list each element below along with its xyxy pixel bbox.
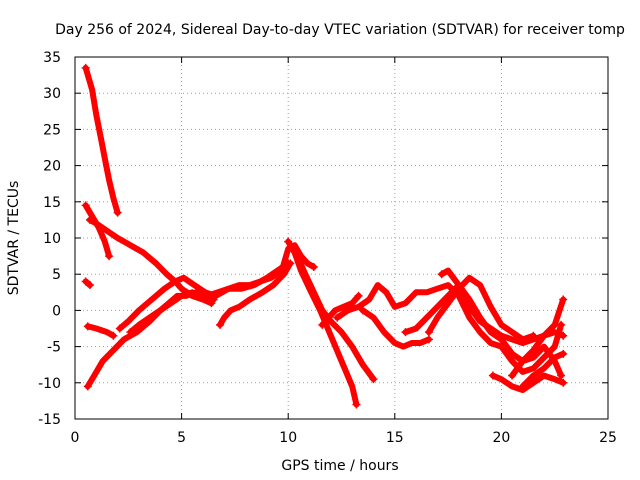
series-track-18 [489, 372, 567, 393]
series-track-19 [509, 296, 567, 379]
y-tick-label: 25 [43, 122, 61, 138]
point-marker [401, 328, 410, 337]
series-track-13 [334, 282, 565, 375]
point-marker [559, 331, 568, 340]
point-marker [559, 295, 568, 304]
y-tick-label: -15 [38, 412, 61, 428]
point-marker [358, 306, 367, 315]
point-marker [559, 378, 568, 387]
series-track-1 [82, 64, 121, 216]
x-tick-label: 15 [386, 430, 404, 446]
point-marker [354, 291, 363, 300]
point-marker [105, 252, 114, 261]
y-tick-label: 35 [43, 50, 61, 66]
point-marker [286, 259, 295, 268]
series-track-8 [127, 289, 217, 336]
series-track-20 [519, 350, 567, 390]
series-track-9 [217, 260, 294, 328]
point-marker [209, 295, 218, 304]
point-marker [81, 201, 90, 210]
chart-title: Day 256 of 2024, Sidereal Day-to-day VTE… [55, 22, 625, 38]
point-marker [284, 237, 293, 246]
point-marker [333, 313, 342, 322]
series-track-5 [84, 323, 117, 339]
point-marker [518, 382, 527, 391]
x-tick-label: 10 [279, 430, 297, 446]
point-marker [559, 349, 568, 358]
point-marker [352, 400, 361, 409]
series-track-16 [425, 274, 537, 343]
y-tick-labels: -15 -10 -5 0 5 10 15 20 25 30 35 [38, 50, 61, 428]
point-marker [215, 320, 224, 329]
point-marker [288, 244, 297, 253]
x-axis-label: GPS time / hours [281, 458, 398, 474]
point-marker [109, 331, 118, 340]
point-marker [126, 328, 135, 337]
point-marker [488, 371, 497, 380]
point-marker [85, 281, 94, 290]
point-marker [83, 322, 92, 331]
point-marker [424, 335, 433, 344]
point-marker [318, 320, 327, 329]
point-marker [115, 324, 124, 333]
y-tick-label: 15 [43, 195, 61, 211]
point-marker [81, 63, 90, 72]
x-tick-label: 20 [492, 430, 510, 446]
series-track-12 [319, 292, 362, 328]
point-marker [81, 277, 90, 286]
x-tick-label: 0 [71, 430, 80, 446]
x-tick-label: 5 [177, 430, 186, 446]
y-tick-label: -10 [38, 376, 61, 392]
y-axis-label: SDTVAR / TECUs [6, 181, 22, 296]
point-marker [557, 320, 566, 329]
y-tick-label: 30 [43, 86, 61, 102]
point-marker [424, 328, 433, 337]
series-group [81, 63, 568, 409]
y-tick-label: 20 [43, 159, 61, 175]
point-marker [557, 371, 566, 380]
y-tick-label: 5 [52, 267, 61, 283]
x-tick-labels: 0 5 10 15 20 25 [71, 430, 617, 446]
point-marker [85, 215, 94, 224]
point-marker [508, 371, 517, 380]
y-tick-label: -5 [47, 340, 61, 356]
y-tick-label: 0 [52, 303, 61, 319]
point-marker [309, 262, 318, 271]
point-marker [113, 208, 122, 217]
series-track-14 [359, 307, 432, 350]
axis-ticks [74, 56, 609, 420]
point-marker [437, 270, 446, 279]
point-marker [369, 375, 378, 384]
point-marker [83, 382, 92, 391]
y-tick-label: 10 [43, 231, 61, 247]
x-tick-label: 25 [599, 430, 617, 446]
